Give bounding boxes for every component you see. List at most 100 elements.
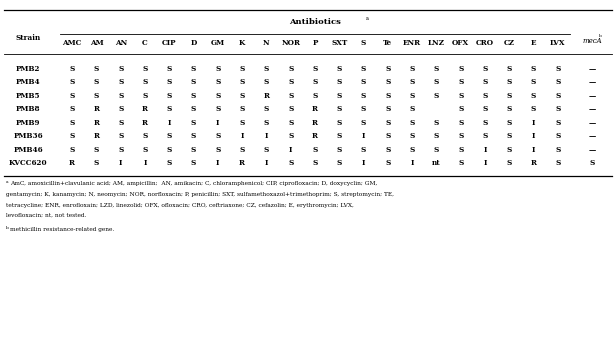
Text: S: S [288, 65, 293, 73]
Text: K: K [239, 39, 245, 47]
Text: S: S [288, 105, 293, 113]
Text: S: S [361, 92, 366, 100]
Text: S: S [385, 105, 391, 113]
Text: S: S [482, 78, 488, 86]
Text: S: S [555, 132, 561, 140]
Text: S: S [555, 78, 561, 86]
Text: S: S [507, 146, 512, 154]
Text: E: E [531, 39, 537, 47]
Text: S: S [118, 146, 123, 154]
Text: S: S [531, 92, 536, 100]
Text: AMC: AMC [62, 39, 82, 47]
Text: I: I [265, 159, 268, 167]
Text: R: R [530, 159, 537, 167]
Text: S: S [482, 132, 488, 140]
Text: S: S [410, 92, 415, 100]
Text: I: I [240, 132, 244, 140]
Text: S: S [361, 65, 366, 73]
Text: S: S [555, 65, 561, 73]
Text: S: S [70, 132, 75, 140]
Text: I: I [119, 159, 123, 167]
Text: I: I [168, 119, 171, 127]
Text: S: S [507, 78, 512, 86]
Text: S: S [555, 105, 561, 113]
Text: S: S [191, 132, 197, 140]
Text: S: S [385, 146, 391, 154]
Text: R: R [312, 119, 318, 127]
Text: a: a [365, 16, 368, 21]
Text: b: b [6, 226, 9, 230]
Text: S: S [118, 132, 123, 140]
Text: S: S [118, 78, 123, 86]
Text: S: S [385, 65, 391, 73]
Text: S: S [240, 146, 245, 154]
Text: —: — [588, 105, 596, 113]
Text: S: S [70, 119, 75, 127]
Text: S: S [240, 92, 245, 100]
Text: S: S [240, 78, 245, 86]
Text: S: S [167, 146, 172, 154]
Text: S: S [507, 119, 512, 127]
Text: KVCC620: KVCC620 [9, 159, 47, 167]
Text: S: S [458, 65, 463, 73]
Text: R: R [312, 105, 318, 113]
Text: S: S [191, 146, 197, 154]
Text: S: S [167, 78, 172, 86]
Text: S: S [458, 78, 463, 86]
Text: S: S [142, 78, 148, 86]
Text: S: S [240, 105, 245, 113]
Text: I: I [216, 119, 219, 127]
Text: S: S [555, 159, 561, 167]
Text: S: S [410, 105, 415, 113]
Text: AM: AM [89, 39, 103, 47]
Text: D: D [190, 39, 197, 47]
Text: S: S [337, 159, 342, 167]
Text: S: S [215, 78, 221, 86]
Text: S: S [288, 132, 293, 140]
Text: R: R [94, 105, 99, 113]
Text: R: R [94, 119, 99, 127]
Text: S: S [70, 105, 75, 113]
Text: S: S [410, 132, 415, 140]
Text: ENR: ENR [403, 39, 421, 47]
Text: S: S [458, 146, 463, 154]
Text: S: S [361, 119, 366, 127]
Text: R: R [142, 105, 148, 113]
Text: S: S [288, 78, 293, 86]
Text: S: S [555, 119, 561, 127]
Text: S: S [410, 146, 415, 154]
Text: S: S [118, 65, 123, 73]
Text: SXT: SXT [331, 39, 347, 47]
Text: S: S [458, 105, 463, 113]
Text: R: R [264, 92, 269, 100]
Text: C: C [142, 39, 148, 47]
Text: S: S [264, 65, 269, 73]
Text: S: S [167, 159, 172, 167]
Text: Te: Te [383, 39, 392, 47]
Text: S: S [70, 65, 75, 73]
Text: tetracycline; ENR, enrofloxain; LZD, linezolid; OFX, ofloxacin; CRO, ceftriaxone: tetracycline; ENR, enrofloxain; LZD, lin… [6, 202, 354, 208]
Text: S: S [288, 119, 293, 127]
Text: PMB9: PMB9 [16, 119, 40, 127]
Text: PMB4: PMB4 [15, 78, 40, 86]
Text: S: S [191, 65, 197, 73]
Text: I: I [532, 146, 535, 154]
Text: —: — [588, 132, 596, 140]
Text: PMB8: PMB8 [16, 105, 40, 113]
Text: S: S [312, 65, 318, 73]
Text: S: S [434, 146, 439, 154]
Text: Antibiotics: Antibiotics [289, 18, 341, 26]
Text: S: S [94, 92, 99, 100]
Text: S: S [337, 146, 342, 154]
Text: S: S [215, 132, 221, 140]
Text: S: S [142, 132, 148, 140]
Text: —: — [588, 146, 596, 154]
Text: S: S [70, 78, 75, 86]
Text: P: P [312, 39, 318, 47]
Text: S: S [167, 65, 172, 73]
Text: S: S [410, 119, 415, 127]
Text: S: S [191, 92, 197, 100]
Text: R: R [94, 132, 99, 140]
Text: I: I [362, 132, 365, 140]
Text: S: S [337, 132, 342, 140]
